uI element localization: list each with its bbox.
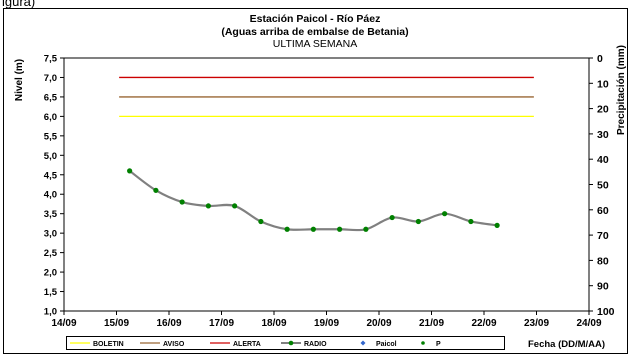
y2-tick-label: 0	[597, 53, 603, 65]
y-tick-label: 4,5	[44, 170, 58, 181]
y-tick-label: 6,5	[44, 92, 58, 103]
y2-tick-label: 90	[597, 281, 609, 293]
legend-label: Paicol	[376, 341, 397, 348]
data-point	[153, 187, 159, 193]
chart-subtitle: (Aguas arriba de embalse de Betania)	[221, 26, 408, 38]
x-tick-label: 15/09	[104, 318, 129, 329]
y-tick-label: 3,0	[44, 229, 57, 240]
x-axis-title: Fecha (DD/M/AA)	[528, 339, 605, 350]
legend-marker	[360, 340, 366, 346]
data-point	[363, 226, 369, 232]
y-tick-label: 4,0	[44, 190, 57, 201]
data-point	[127, 168, 133, 174]
legend-label: ALERTA	[233, 341, 261, 348]
y2-tick-label: 20	[597, 104, 609, 116]
y2-axis-ticks: 0 10 20 30 40 50 60 70 80 90 100	[589, 53, 615, 318]
x-tick-label: 22/09	[471, 318, 496, 329]
legend-label: AVISO	[163, 341, 185, 348]
data-point	[389, 214, 395, 221]
y-tick-label: 5,0	[44, 151, 57, 162]
y-tick-label: 1,0	[44, 307, 57, 318]
x-tick-label: 20/09	[366, 318, 391, 329]
chart-subtitle-period: ULTIMA SEMANA	[273, 38, 357, 50]
y-tick-label: 5,5	[44, 131, 58, 142]
data-point	[337, 226, 343, 232]
data-point	[442, 211, 448, 217]
y-tick-label: 3,5	[44, 209, 58, 220]
y-tick-label: 7,0	[44, 73, 57, 84]
y-axis-title: Nivel (m)	[14, 59, 25, 101]
legend-marker	[288, 340, 294, 346]
data-point	[468, 218, 474, 225]
legend-entries: BOLETIN AVISO ALERTA RADIO Paicol P	[70, 340, 441, 348]
legend-label: RADIO	[304, 341, 327, 348]
y-tick-label: 6,0	[44, 112, 57, 123]
x-axis-ticks: 14/09 15/09 16/09 17/09 18/09 19/09 20/09 21/09…	[51, 311, 602, 329]
caption-fragment: igura)	[2, 0, 36, 9]
data-point	[310, 226, 316, 232]
x-tick-label: 18/09	[261, 318, 286, 329]
y2-tick-label: 50	[597, 180, 609, 192]
x-tick-label: 16/09	[156, 318, 181, 329]
y-tick-label: 2,0	[44, 268, 57, 279]
y2-tick-label: 30	[597, 129, 609, 141]
x-tick-label: 14/09	[51, 318, 76, 329]
legend-label: BOLETIN	[93, 341, 124, 348]
y-tick-label: 7,5	[44, 54, 58, 65]
x-tick-label: 21/09	[419, 318, 444, 329]
x-tick-label: 23/09	[524, 318, 549, 329]
x-tick-label: 24/09	[576, 318, 601, 329]
data-point	[179, 199, 185, 205]
data-point	[232, 203, 238, 209]
y-tick-label: 1,5	[44, 287, 58, 298]
y2-tick-label: 40	[597, 154, 609, 166]
y2-tick-label: 60	[597, 205, 609, 217]
series-radio	[127, 168, 500, 232]
data-point	[205, 203, 211, 209]
threshold-lines	[119, 76, 534, 118]
x-tick-label: 17/09	[209, 318, 234, 329]
x-tick-label: 19/09	[314, 318, 339, 329]
chart-title: Estación Paicol - Río Páez	[250, 13, 381, 25]
y2-tick-label: 10	[597, 78, 609, 90]
legend-marker	[421, 341, 425, 345]
y2-tick-label: 100	[597, 306, 615, 318]
y2-tick-label: 70	[597, 230, 609, 242]
plot-area	[63, 57, 590, 312]
data-point	[494, 222, 500, 228]
y2-axis-title: Precipitación (mm)	[616, 45, 627, 135]
data-point	[284, 226, 290, 232]
data-point	[415, 218, 421, 225]
y2-tick-label: 80	[597, 255, 609, 267]
y-axis-ticks: 1,0 1,5 2,0 2,5 3,0 3,5 4,0 4,5 5,0 5,5 6,0 6,5 7,0 7…	[44, 54, 64, 318]
y-tick-label: 2,5	[44, 248, 58, 259]
data-point	[258, 218, 264, 225]
legend-label: P	[436, 341, 441, 348]
